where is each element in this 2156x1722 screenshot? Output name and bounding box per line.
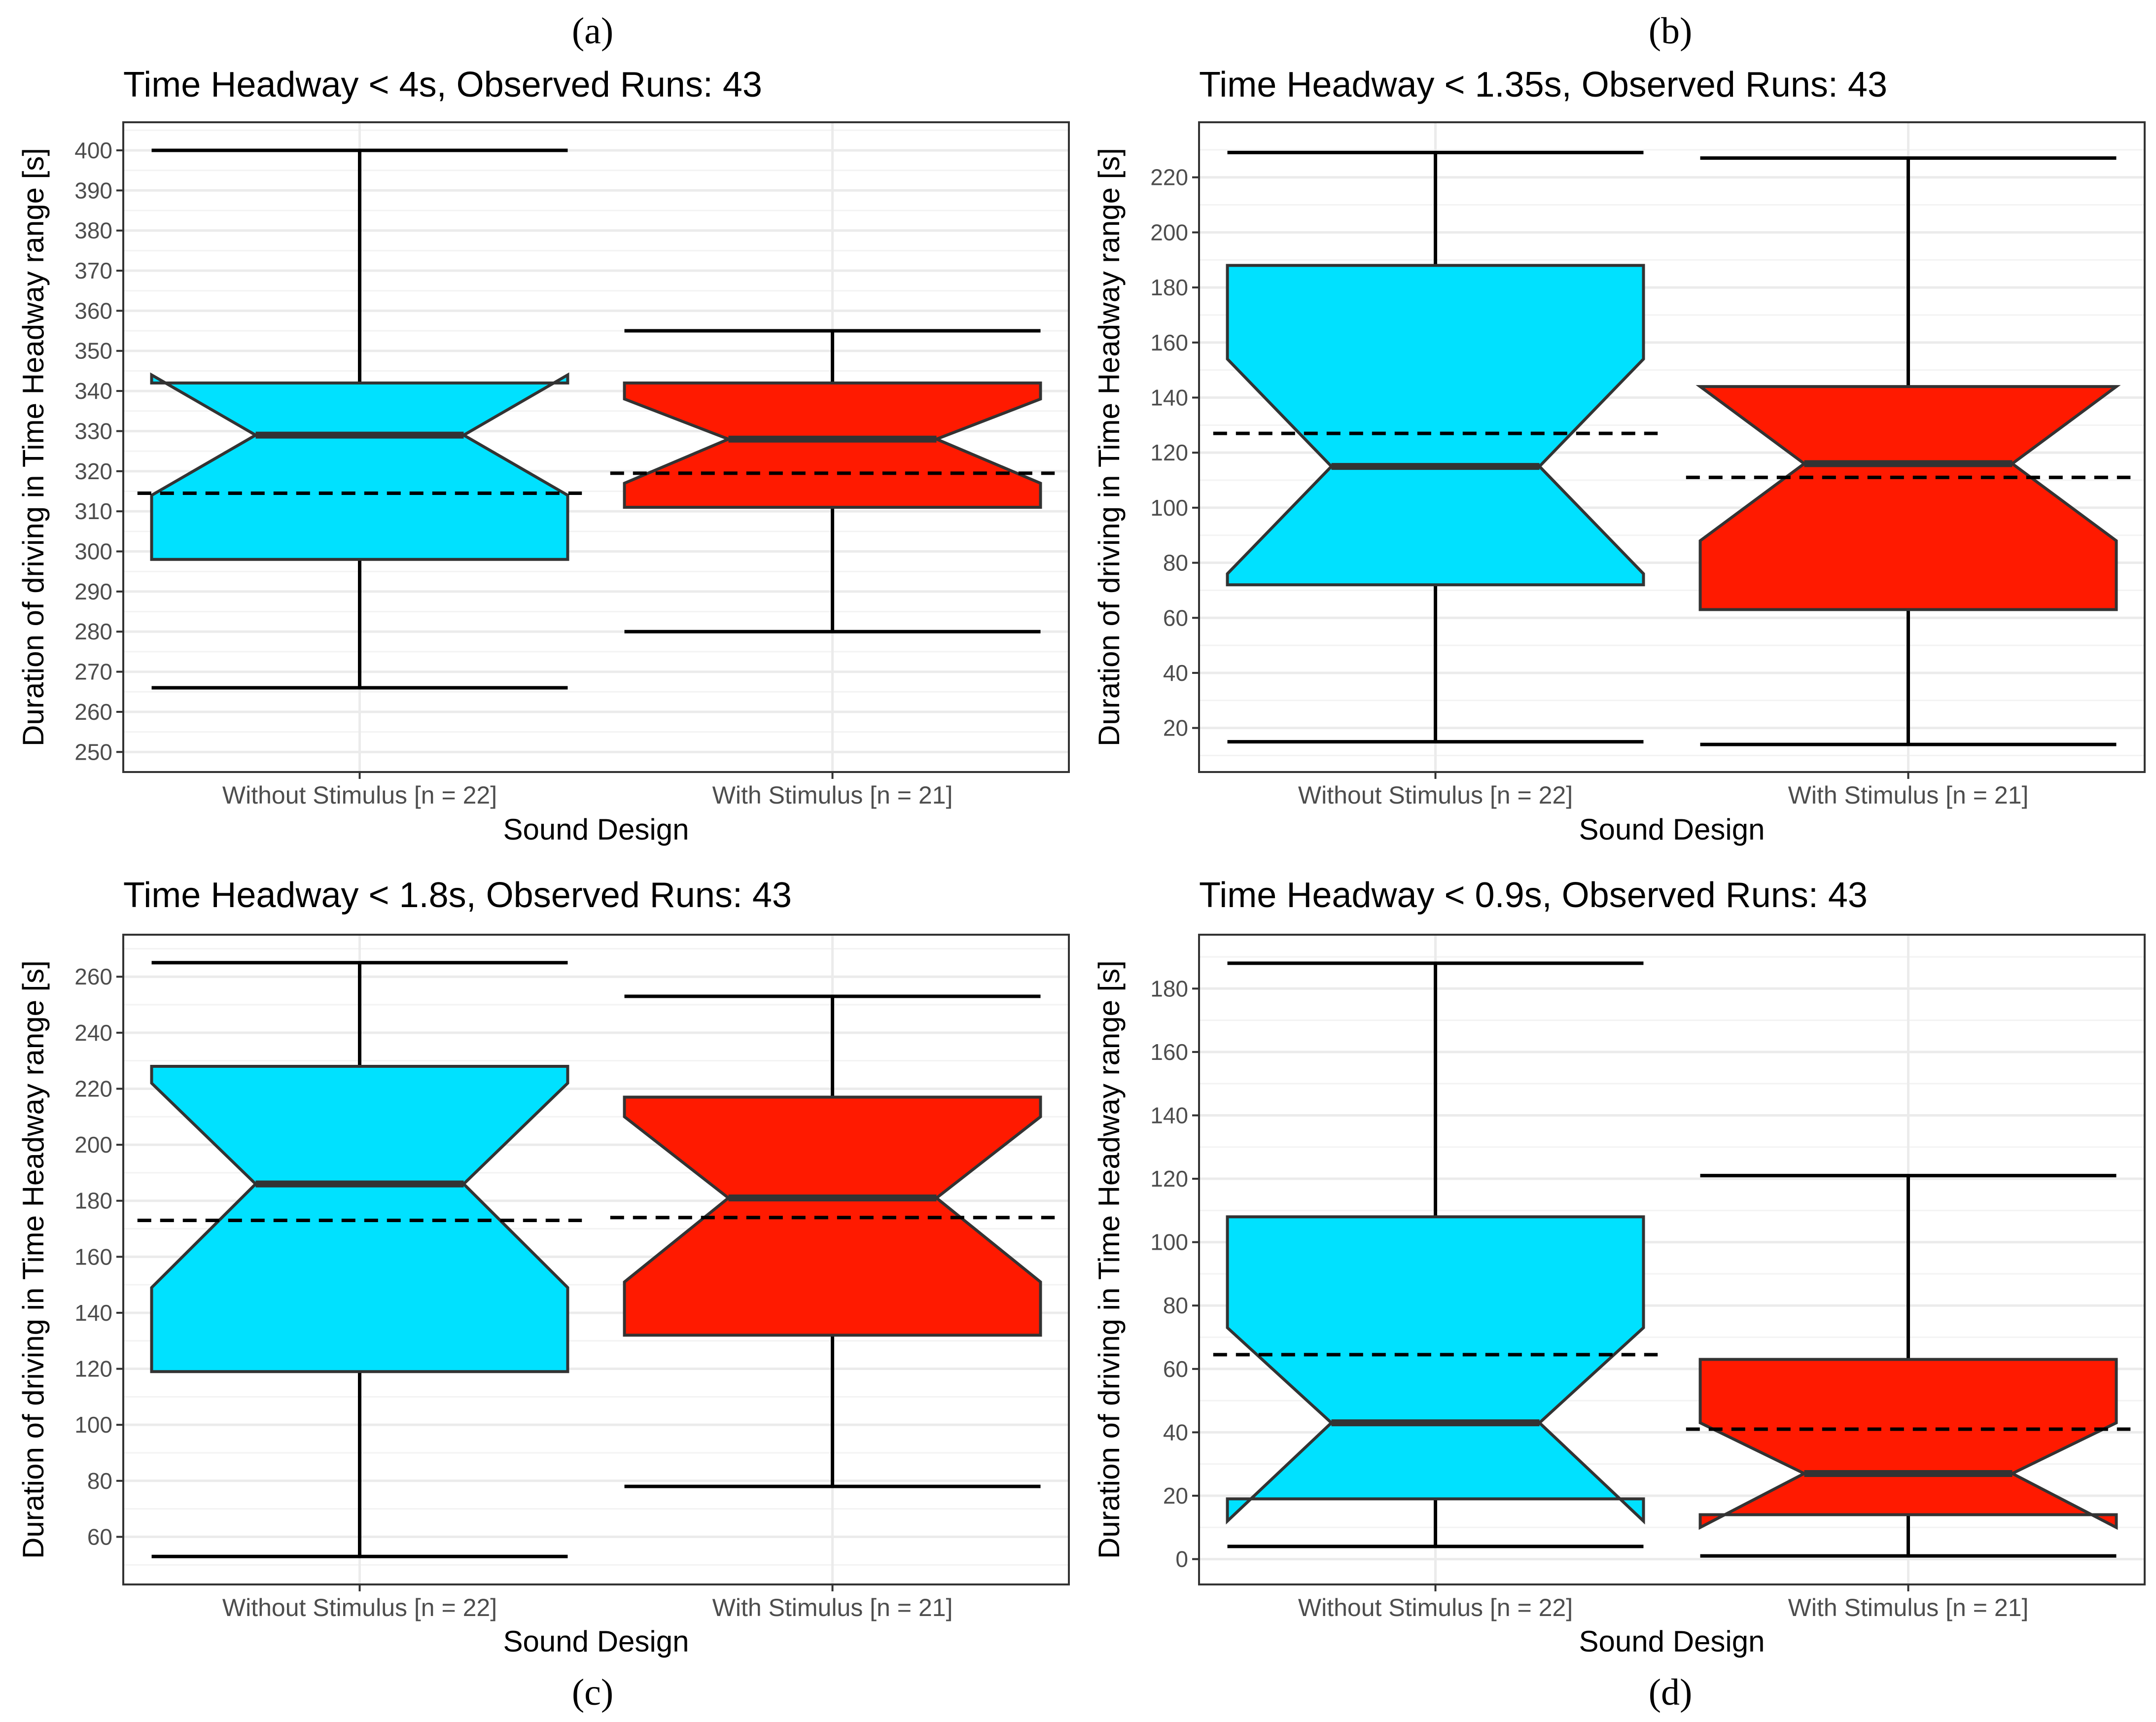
y-tick-label: 160 (1150, 1039, 1188, 1065)
y-tick-label: 60 (1163, 1356, 1188, 1382)
panel-a-label: (a) (572, 10, 613, 52)
without-stimulus-box (137, 961, 582, 1558)
y-tick-label: 390 (74, 177, 112, 203)
x-tick-label: Without Stimulus [n = 22] (222, 1594, 497, 1621)
x-tick-label: With Stimulus [n = 21] (712, 1594, 953, 1621)
panel-b-y-axis-label: Duration of driving in Time Headway rang… (1093, 148, 1126, 746)
y-tick-label: 340 (74, 378, 112, 404)
panel-a-x-axis-label: Sound Design (503, 813, 689, 846)
without-stimulus-box (1213, 961, 1658, 1548)
panel-b-chart: (b) Time Headway < 1.35s, Observed Runs: … (1093, 10, 2146, 846)
y-tick-label: 120 (1150, 1166, 1188, 1192)
notched-box (1696, 385, 2121, 611)
y-tick-label: 260 (74, 699, 112, 725)
y-tick-label: 360 (74, 298, 112, 323)
panel-b-x-axis-label: Sound Design (1579, 813, 1765, 846)
y-tick-label: 20 (1163, 715, 1188, 741)
y-tick-label: 320 (74, 458, 112, 484)
x-tick-label: Without Stimulus [n = 22] (222, 781, 497, 809)
y-tick-label: 100 (74, 1412, 112, 1438)
panel-c-title: Time Headway < 1.8s, Observed Runs: 43 (123, 876, 792, 915)
y-tick-label: 180 (1150, 275, 1188, 300)
y-tick-label: 160 (74, 1244, 112, 1269)
panel-a-plot-frame (122, 121, 1070, 773)
y-tick-label: 120 (1150, 440, 1188, 465)
y-tick-label: 270 (74, 659, 112, 685)
panel-c-x-axis-label: Sound Design (503, 1625, 689, 1658)
y-tick-label: 80 (1163, 550, 1188, 576)
y-tick-label: 240 (74, 1020, 112, 1046)
y-tick-label: 160 (1150, 330, 1188, 355)
y-tick-label: 40 (1163, 1419, 1188, 1445)
panel-c-label: (c) (572, 1672, 613, 1713)
without-stimulus-box (1213, 150, 1658, 744)
y-tick-label: 200 (1150, 219, 1188, 245)
y-tick-label: 220 (74, 1076, 112, 1101)
y-tick-label: 260 (74, 964, 112, 989)
notched-box (1226, 1215, 1645, 1525)
y-tick-label: 290 (74, 579, 112, 604)
x-tick-label: With Stimulus [n = 21] (1788, 1594, 2029, 1621)
y-tick-label: 370 (74, 258, 112, 283)
panel-d-label: (d) (1649, 1672, 1693, 1713)
y-tick-label: 310 (74, 498, 112, 524)
y-tick-label: 220 (1150, 165, 1188, 190)
with-stimulus-box (610, 329, 1055, 633)
without-stimulus-box (137, 148, 582, 690)
y-tick-label: 60 (87, 1524, 112, 1549)
y-tick-label: 120 (74, 1356, 112, 1382)
notched-box (1226, 264, 1645, 587)
panel-d-y-axis-label: Duration of driving in Time Headway rang… (1093, 960, 1126, 1559)
panel-a-chart: (a) Time Headway < 4s, Observed Runs: 43 2… (17, 10, 1070, 846)
notched-box (1698, 1358, 2118, 1530)
with-stimulus-box (1686, 1174, 2131, 1558)
y-tick-label: 300 (74, 539, 112, 564)
panel-c-plot-frame (122, 934, 1070, 1585)
panel-d-title: Time Headway < 0.9s, Observed Runs: 43 (1199, 876, 1868, 915)
y-tick-label: 180 (74, 1188, 112, 1214)
panel-b-plot-frame (1198, 121, 2146, 773)
notched-box (623, 1095, 1042, 1337)
panel-b-title: Time Headway < 1.35s, Observed Runs: 43 (1199, 65, 1887, 105)
y-tick-label: 330 (74, 418, 112, 444)
y-tick-label: 140 (1150, 385, 1188, 410)
panel-b-label: (b) (1649, 10, 1693, 52)
panel-a-y-axis-label: Duration of driving in Time Headway rang… (17, 148, 50, 746)
y-tick-label: 40 (1163, 660, 1188, 686)
panel-d-x-axis-label: Sound Design (1579, 1625, 1765, 1658)
x-tick-label: Without Stimulus [n = 22] (1298, 781, 1573, 809)
panel-d-chart: (d) Time Headway < 0.9s, Observed Runs: 4… (1093, 876, 2146, 1713)
y-tick-label: 140 (74, 1300, 112, 1326)
y-tick-label: 80 (87, 1468, 112, 1494)
panel-d-plot-frame (1198, 934, 2146, 1585)
x-tick-label: Without Stimulus [n = 22] (1298, 1594, 1573, 1621)
panel-c-chart: (c) Time Headway < 1.8s, Observed Runs: 4… (17, 876, 1070, 1713)
with-stimulus-box (1686, 156, 2131, 746)
y-tick-label: 400 (74, 138, 112, 163)
notched-box (623, 381, 1042, 509)
y-tick-label: 100 (1150, 495, 1188, 521)
y-tick-label: 100 (1150, 1230, 1188, 1255)
x-tick-label: With Stimulus [n = 21] (712, 781, 953, 809)
y-tick-label: 380 (74, 218, 112, 244)
y-tick-label: 80 (1163, 1293, 1188, 1318)
x-tick-label: With Stimulus [n = 21] (1788, 781, 2029, 809)
y-tick-label: 250 (74, 739, 112, 765)
with-stimulus-box (610, 994, 1055, 1488)
panel-a-title: Time Headway < 4s, Observed Runs: 43 (123, 65, 762, 105)
y-tick-label: 180 (1150, 976, 1188, 1001)
y-tick-label: 0 (1175, 1546, 1188, 1572)
y-tick-label: 200 (74, 1132, 112, 1158)
y-tick-label: 280 (74, 619, 112, 644)
y-tick-label: 60 (1163, 605, 1188, 631)
y-tick-label: 350 (74, 338, 112, 364)
y-tick-label: 140 (1150, 1102, 1188, 1128)
notched-box (150, 372, 569, 561)
y-tick-label: 20 (1163, 1483, 1188, 1509)
panel-c-y-axis-label: Duration of driving in Time Headway rang… (17, 960, 50, 1559)
notched-box (150, 1065, 569, 1373)
